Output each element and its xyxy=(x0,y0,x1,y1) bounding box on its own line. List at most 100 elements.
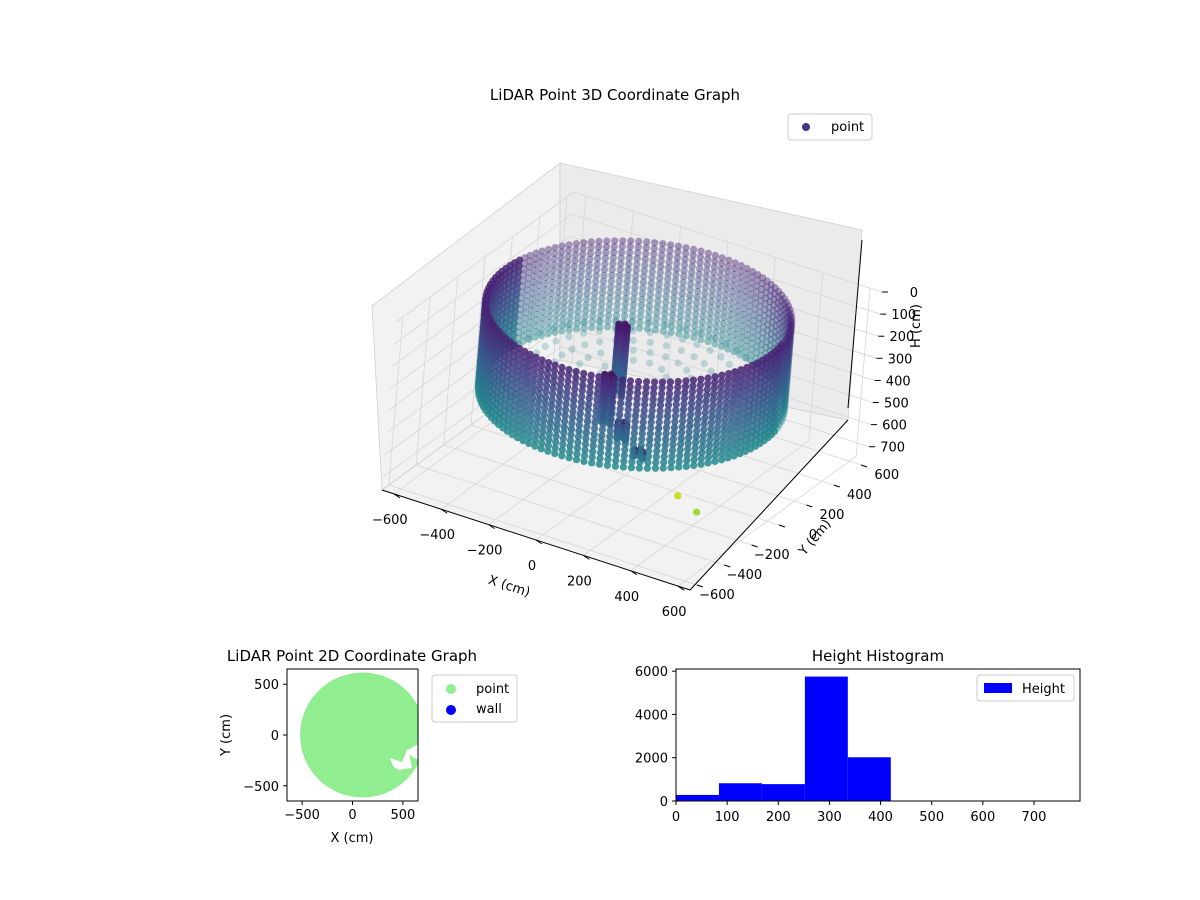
data-point xyxy=(565,333,573,341)
data-point xyxy=(783,340,791,348)
data-point xyxy=(561,292,569,301)
data-point xyxy=(568,286,577,294)
data-point xyxy=(775,325,783,334)
data-point xyxy=(596,338,604,346)
data-point xyxy=(675,330,683,338)
data-point xyxy=(626,388,634,396)
data-point xyxy=(679,406,688,414)
data-point xyxy=(785,338,793,346)
data-point xyxy=(724,268,732,276)
data-point xyxy=(788,320,796,328)
data-point xyxy=(647,285,655,293)
data-point xyxy=(534,293,543,301)
data-point xyxy=(520,332,528,340)
data-point xyxy=(623,423,631,431)
data-point xyxy=(685,297,693,305)
data-point xyxy=(781,391,789,399)
chart-2d: LiDAR Point 2D Coordinate Graph −500−500… xyxy=(219,647,518,846)
data-point xyxy=(716,282,724,291)
data-point xyxy=(530,382,538,390)
x-tick-label-hist: 700 xyxy=(1022,810,1047,825)
data-point xyxy=(569,402,578,410)
data-point xyxy=(712,446,720,454)
data-point xyxy=(719,438,727,447)
data-point xyxy=(583,295,591,303)
data-point xyxy=(622,434,630,442)
data-point xyxy=(544,330,552,338)
data-point xyxy=(646,359,654,367)
data-point xyxy=(702,272,710,280)
data-point xyxy=(735,389,743,397)
data-point xyxy=(529,388,537,396)
data-point xyxy=(653,303,662,311)
data-point xyxy=(725,360,734,368)
data-point xyxy=(740,299,748,307)
data-point xyxy=(783,368,791,376)
data-point xyxy=(758,335,767,343)
data-point xyxy=(770,301,778,309)
data-point xyxy=(683,451,691,459)
data-point xyxy=(690,333,698,341)
data-point xyxy=(757,291,765,299)
y-axis-line xyxy=(689,419,849,591)
data-point xyxy=(724,454,732,462)
data-point xyxy=(532,322,540,330)
data-point xyxy=(657,257,665,265)
data-point xyxy=(707,303,715,311)
data-point xyxy=(730,270,738,278)
data-point xyxy=(722,398,730,406)
data-point xyxy=(743,270,751,278)
data-point xyxy=(637,447,645,455)
data-point xyxy=(541,342,549,350)
data-point xyxy=(618,388,626,396)
data-point xyxy=(698,324,706,332)
data-point xyxy=(606,427,614,435)
x-tick-label-hist: 200 xyxy=(766,810,791,825)
data-point xyxy=(726,425,734,433)
data-point xyxy=(626,377,635,385)
data-point xyxy=(684,439,692,447)
data-point xyxy=(732,423,740,431)
data-point xyxy=(787,328,795,336)
y-tick-3d xyxy=(751,544,758,548)
data-point xyxy=(752,348,761,357)
data-point xyxy=(571,257,579,265)
data-point xyxy=(718,337,726,345)
data-point xyxy=(545,430,554,438)
data-point xyxy=(783,346,791,354)
data-point xyxy=(716,394,724,402)
data-point xyxy=(610,387,618,395)
data-point xyxy=(724,345,732,353)
data-point xyxy=(565,241,573,249)
data-point xyxy=(659,327,668,335)
data-point xyxy=(649,256,657,264)
data-point xyxy=(528,399,536,407)
data-point xyxy=(593,396,601,404)
data-point xyxy=(514,422,523,430)
data-point xyxy=(788,313,796,321)
data-point xyxy=(641,261,649,269)
data-point xyxy=(644,458,652,467)
data-point xyxy=(517,393,525,401)
data-point xyxy=(579,244,587,252)
data-point xyxy=(752,294,760,302)
data-point xyxy=(628,458,636,466)
data-point xyxy=(565,246,573,255)
data-point xyxy=(704,338,712,346)
histogram-legend-swatch xyxy=(984,683,1012,693)
data-point xyxy=(604,311,613,320)
data-point xyxy=(544,447,552,455)
data-point xyxy=(568,414,577,422)
data-point xyxy=(595,460,604,468)
legend-3d-frame xyxy=(787,113,873,141)
data-point xyxy=(748,339,756,348)
x-tick-label-hist: 100 xyxy=(715,810,740,825)
x-tick-label-hist: 600 xyxy=(970,810,995,825)
data-point xyxy=(608,410,616,418)
data-point xyxy=(619,463,628,471)
data-point xyxy=(686,286,694,294)
data-point xyxy=(586,249,595,257)
data-point xyxy=(747,384,755,392)
data-point xyxy=(782,387,790,395)
data-point xyxy=(698,443,707,451)
